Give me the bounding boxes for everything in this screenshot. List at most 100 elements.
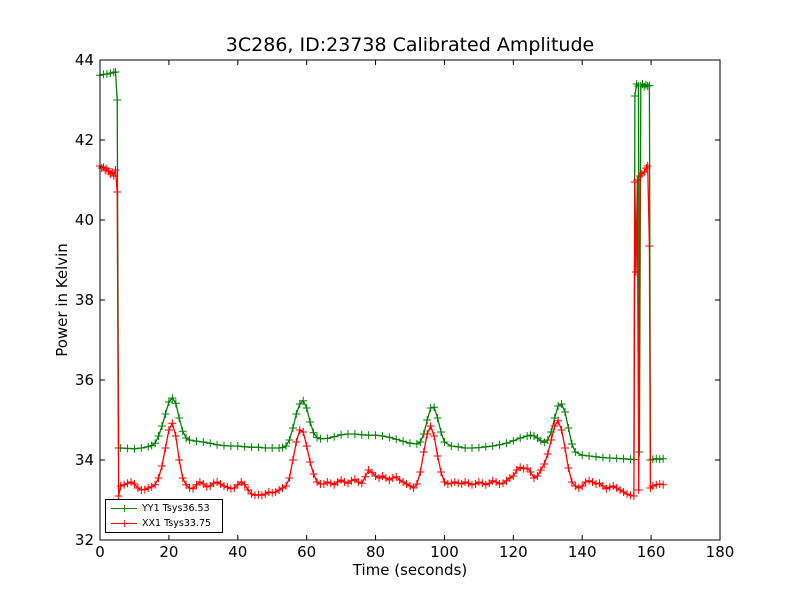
legend-entry-xx1: + XX1 Tsys33.75 bbox=[106, 517, 222, 531]
data-point bbox=[113, 96, 122, 104]
data-point bbox=[209, 479, 218, 488]
data-point bbox=[233, 442, 242, 450]
data-point bbox=[202, 482, 211, 491]
data-point bbox=[240, 480, 249, 489]
data-point bbox=[226, 442, 235, 450]
data-point bbox=[557, 426, 566, 434]
data-point bbox=[381, 474, 390, 482]
data-point bbox=[399, 437, 408, 446]
data-point bbox=[130, 444, 139, 453]
data-point bbox=[168, 394, 177, 402]
series-0 bbox=[96, 68, 668, 464]
data-point bbox=[309, 428, 318, 437]
data-point bbox=[151, 480, 160, 489]
data-point bbox=[461, 478, 470, 486]
data-point bbox=[540, 460, 549, 468]
data-point bbox=[213, 440, 222, 449]
data-point bbox=[530, 432, 538, 440]
data-point bbox=[114, 492, 123, 500]
data-point bbox=[412, 440, 421, 448]
data-point bbox=[412, 480, 421, 488]
data-point bbox=[616, 486, 625, 494]
data-point bbox=[443, 480, 452, 488]
data-point bbox=[536, 436, 545, 445]
data-point bbox=[406, 482, 414, 490]
data-point bbox=[592, 480, 600, 488]
data-point bbox=[97, 164, 106, 172]
data-point bbox=[357, 479, 366, 488]
data-point bbox=[605, 483, 614, 492]
data-point bbox=[630, 92, 639, 100]
data-point bbox=[182, 480, 191, 489]
legend: + YY1 Tsys36.53 + XX1 Tsys33.75 bbox=[105, 499, 223, 533]
data-point bbox=[437, 468, 445, 476]
data-point bbox=[326, 479, 335, 488]
data-point bbox=[140, 485, 149, 494]
data-point bbox=[278, 443, 287, 452]
data-point bbox=[530, 474, 538, 482]
data-point bbox=[406, 439, 414, 448]
data-point bbox=[220, 441, 228, 450]
legend-entry-yy1: + YY1 Tsys36.53 bbox=[106, 502, 222, 516]
data-point bbox=[592, 452, 600, 461]
data-point bbox=[416, 438, 425, 446]
data-point bbox=[378, 432, 387, 440]
data-point bbox=[268, 488, 277, 497]
y-tick-label: 32 bbox=[75, 531, 94, 549]
data-point bbox=[581, 478, 590, 486]
data-point bbox=[450, 478, 459, 486]
data-point bbox=[578, 482, 587, 490]
data-point bbox=[357, 430, 366, 439]
data-point bbox=[640, 168, 649, 176]
data-point bbox=[523, 464, 532, 472]
data-point bbox=[302, 404, 311, 412]
data-point bbox=[526, 431, 535, 440]
data-point bbox=[392, 472, 401, 481]
data-point bbox=[371, 472, 380, 480]
data-point bbox=[567, 440, 576, 448]
y-tick-label: 44 bbox=[75, 51, 94, 69]
data-point bbox=[161, 410, 170, 418]
data-point bbox=[447, 442, 456, 450]
data-point bbox=[536, 466, 545, 474]
data-point bbox=[288, 424, 297, 432]
data-point bbox=[426, 422, 435, 430]
data-point bbox=[288, 456, 297, 464]
data-point bbox=[509, 472, 518, 480]
legend-marker-xx1: + bbox=[120, 517, 130, 530]
data-point bbox=[655, 480, 664, 488]
data-point bbox=[333, 478, 342, 486]
data-point bbox=[550, 422, 559, 430]
data-point bbox=[344, 430, 352, 438]
data-point bbox=[282, 482, 290, 490]
data-point bbox=[257, 491, 266, 500]
y-tick-label: 38 bbox=[75, 291, 94, 309]
data-point bbox=[567, 478, 576, 486]
data-point bbox=[268, 444, 277, 452]
data-point bbox=[468, 480, 476, 489]
data-point bbox=[426, 404, 435, 412]
data-point bbox=[636, 82, 645, 90]
data-point bbox=[430, 432, 439, 440]
x-tick-label: 20 bbox=[159, 543, 178, 561]
data-point bbox=[182, 434, 191, 442]
data-point bbox=[571, 448, 580, 456]
data-point bbox=[319, 480, 328, 488]
data-point bbox=[547, 436, 556, 444]
data-point bbox=[402, 480, 411, 488]
data-point bbox=[602, 484, 611, 493]
data-point bbox=[106, 170, 115, 178]
data-point bbox=[626, 491, 635, 500]
data-point bbox=[364, 431, 373, 440]
data-point bbox=[199, 438, 208, 446]
data-point bbox=[385, 433, 394, 442]
data-point bbox=[461, 444, 470, 452]
data-point bbox=[519, 464, 528, 473]
data-point bbox=[468, 444, 476, 452]
data-point bbox=[516, 463, 525, 472]
data-point bbox=[264, 488, 273, 496]
data-point bbox=[271, 488, 280, 496]
data-point bbox=[554, 416, 563, 425]
data-point bbox=[309, 470, 318, 478]
